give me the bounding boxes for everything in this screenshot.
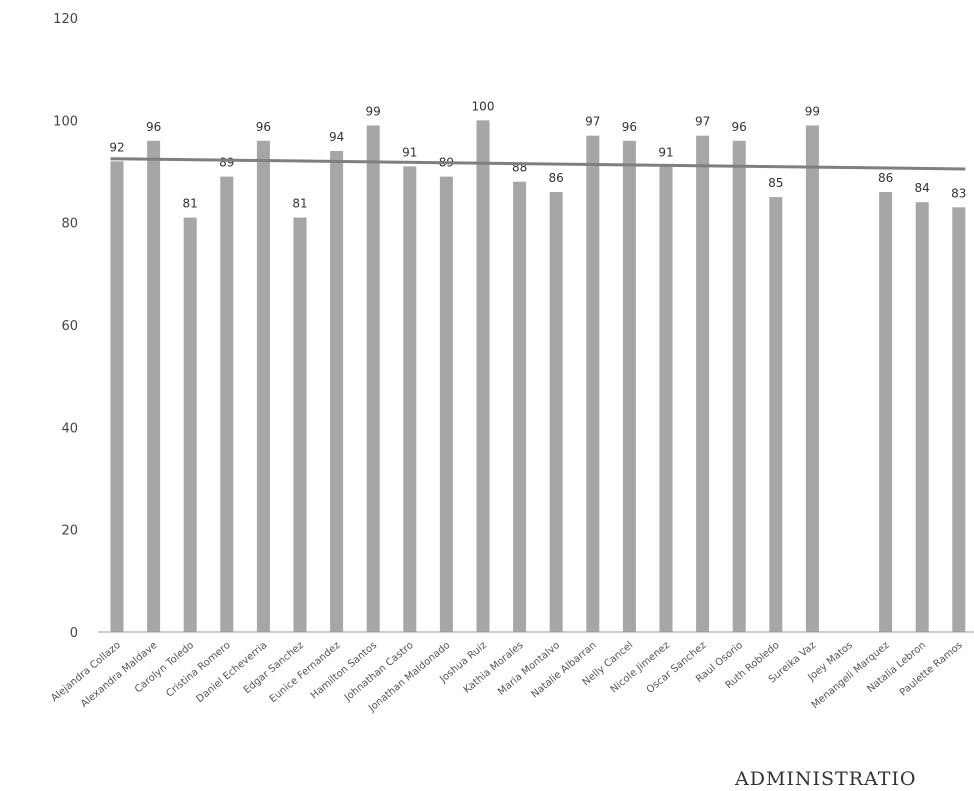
- bar: [622, 140, 636, 633]
- data-label: 96: [256, 120, 271, 134]
- bar: [403, 166, 417, 632]
- y-tick-label: 120: [53, 12, 78, 27]
- category-label: Paulette Ramos: [898, 640, 965, 699]
- category-label: Natalie Albarran: [529, 640, 598, 701]
- bar: [439, 176, 453, 632]
- bar: [366, 125, 380, 632]
- category-label: Cristina Romero: [164, 640, 232, 700]
- data-label: 81: [292, 197, 307, 211]
- bar: [293, 217, 307, 633]
- bar: [952, 207, 966, 633]
- category-label: Daniel Echeverria: [195, 640, 270, 705]
- data-label: 96: [732, 120, 747, 134]
- data-label: 96: [146, 120, 161, 134]
- data-label: 91: [658, 145, 673, 159]
- category-label: Hamilton Santos: [309, 640, 379, 702]
- y-tick-label: 80: [61, 217, 78, 232]
- bar: [805, 125, 819, 632]
- data-label: 84: [915, 181, 930, 195]
- y-tick-label: 40: [61, 421, 78, 436]
- y-tick-label: 100: [53, 114, 78, 129]
- data-label: 86: [878, 171, 893, 185]
- data-label: 97: [695, 115, 710, 129]
- bar: [183, 217, 197, 633]
- data-label: 99: [805, 104, 820, 118]
- bar: [879, 191, 893, 632]
- data-label: 89: [219, 156, 234, 170]
- bar: [147, 140, 161, 633]
- data-label: 91: [402, 145, 417, 159]
- bar: [769, 197, 783, 633]
- data-label: 83: [951, 186, 966, 200]
- bar: [696, 135, 710, 632]
- data-label: 97: [585, 115, 600, 129]
- bar: [476, 120, 490, 632]
- trend-line: [110, 157, 966, 171]
- category-label: Maria Montalvo: [496, 640, 562, 698]
- y-axis-ticks: 0 20 40 60 80 100 120: [53, 12, 78, 641]
- data-label: 96: [622, 120, 637, 134]
- y-tick-label: 0: [70, 626, 78, 641]
- bar: [330, 151, 344, 633]
- data-label: 85: [768, 176, 783, 190]
- bar: [220, 176, 234, 632]
- data-label: 94: [329, 130, 344, 144]
- bar: [256, 140, 270, 633]
- bar: [549, 191, 563, 632]
- bar: [586, 135, 600, 632]
- data-label: 99: [366, 104, 381, 118]
- data-label: 92: [109, 140, 124, 154]
- y-tick-label: 20: [61, 524, 78, 539]
- bar: [732, 140, 746, 633]
- bars: [110, 120, 966, 633]
- footer-text: ADMINISTRATIO: [735, 768, 917, 790]
- category-label: Eunice Fernandez: [268, 640, 343, 705]
- bar: [915, 202, 929, 632]
- data-label: 100: [472, 99, 495, 113]
- data-label: 86: [549, 171, 564, 185]
- y-tick-label: 60: [61, 319, 78, 334]
- data-labels: 9296818996819499918910088869796919796859…: [109, 99, 966, 210]
- bar: [659, 166, 673, 632]
- data-label: 81: [183, 197, 198, 211]
- bar: [513, 181, 527, 632]
- bar: [110, 161, 124, 632]
